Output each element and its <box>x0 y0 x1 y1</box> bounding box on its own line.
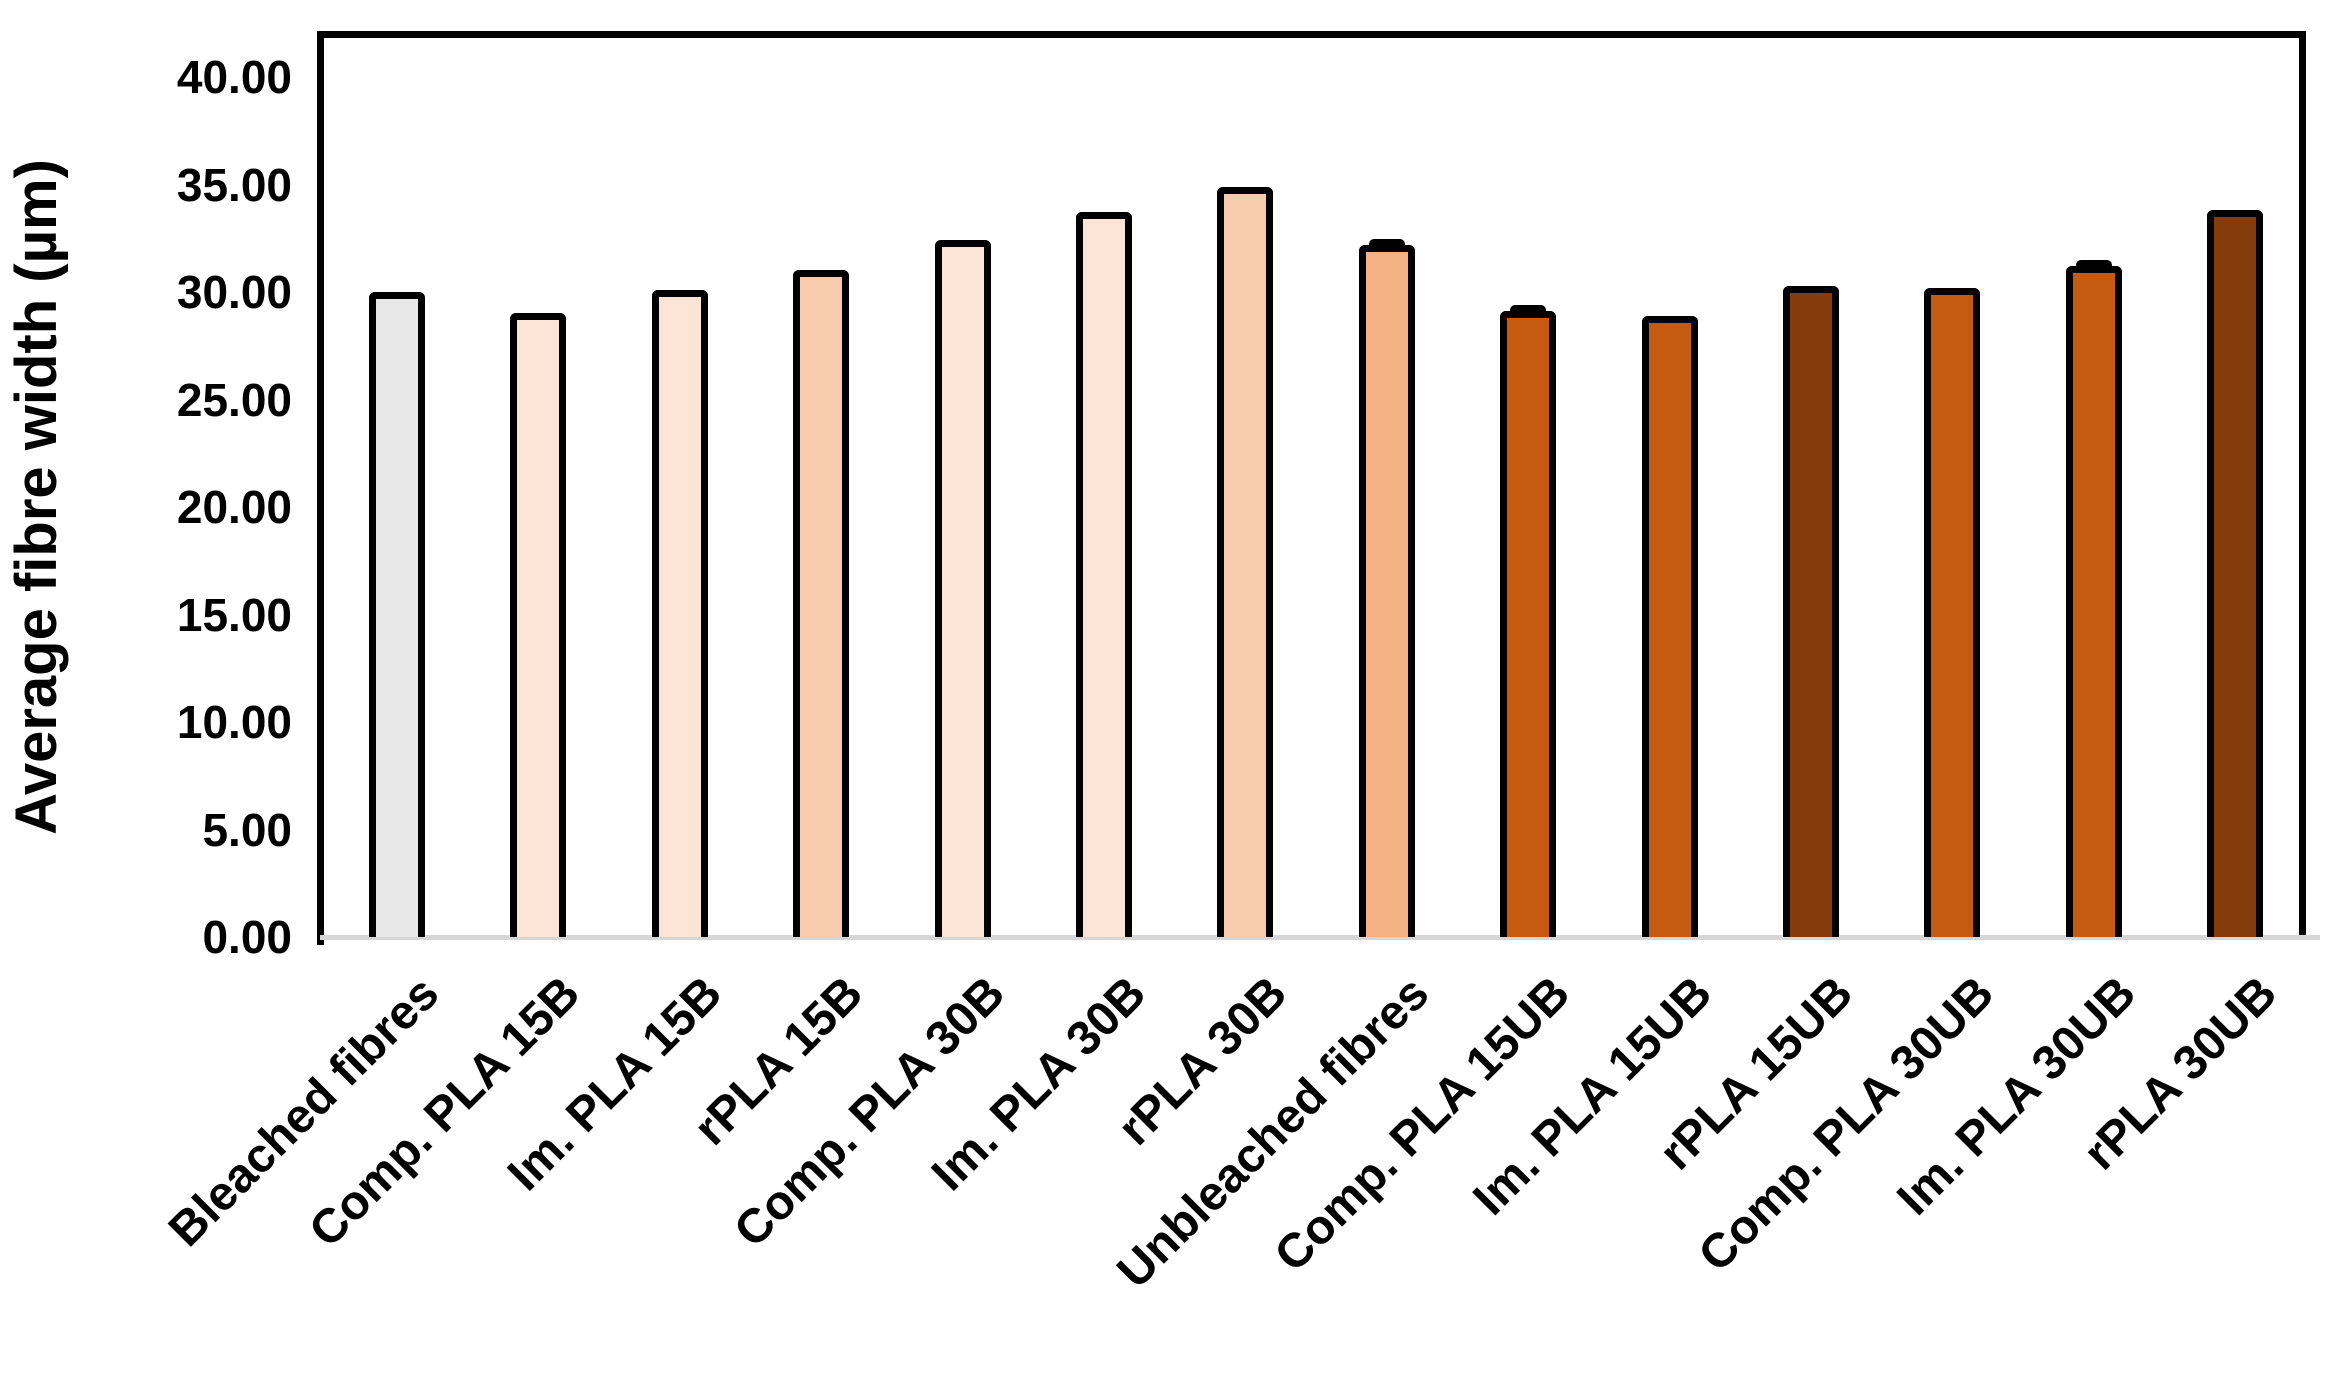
y-tick-label: 25.00 <box>176 373 292 426</box>
y-tick-label: 40.00 <box>176 51 292 103</box>
bar-im-pla-30ub <box>2065 266 2122 937</box>
bar-rpla-15ub <box>1783 286 1839 937</box>
bar-comp-pla-30b <box>934 240 991 937</box>
bar-im-pla-15b <box>651 290 708 937</box>
y-tick-label: 10.00 <box>176 696 292 748</box>
bar-comp-pla-30ub <box>1924 288 1981 937</box>
bar-bleached-fibres <box>369 292 425 937</box>
bar-rpla-30b <box>1217 187 1274 937</box>
bar-im-pla-15ub <box>1641 316 1698 937</box>
bar-rpla-15b <box>793 270 850 937</box>
bar-im-pla-30b <box>1076 212 1132 937</box>
error-bar-cap <box>1368 239 1405 249</box>
x-axis-baseline <box>320 935 2320 940</box>
y-tick-label: 30.00 <box>176 266 292 318</box>
plot-top-border <box>317 31 2306 38</box>
bar-comp-pla-15b <box>510 313 567 937</box>
y-tick-label: 0.00 <box>202 911 292 963</box>
error-bar-cap <box>1510 305 1547 315</box>
y-tick-label: 15.00 <box>176 588 292 641</box>
plot-right-border <box>2299 31 2306 937</box>
y-tick-label: 35.00 <box>176 158 292 211</box>
error-bar-cap <box>2075 260 2112 270</box>
bar-comp-pla-15ub <box>1500 311 1557 937</box>
bar-rpla-30ub <box>2207 210 2264 937</box>
y-tick-label: 5.00 <box>202 803 292 856</box>
y-axis-line <box>317 31 324 945</box>
y-tick-label: 20.00 <box>176 481 292 533</box>
bar-unbleached-fibres <box>1358 245 1415 937</box>
